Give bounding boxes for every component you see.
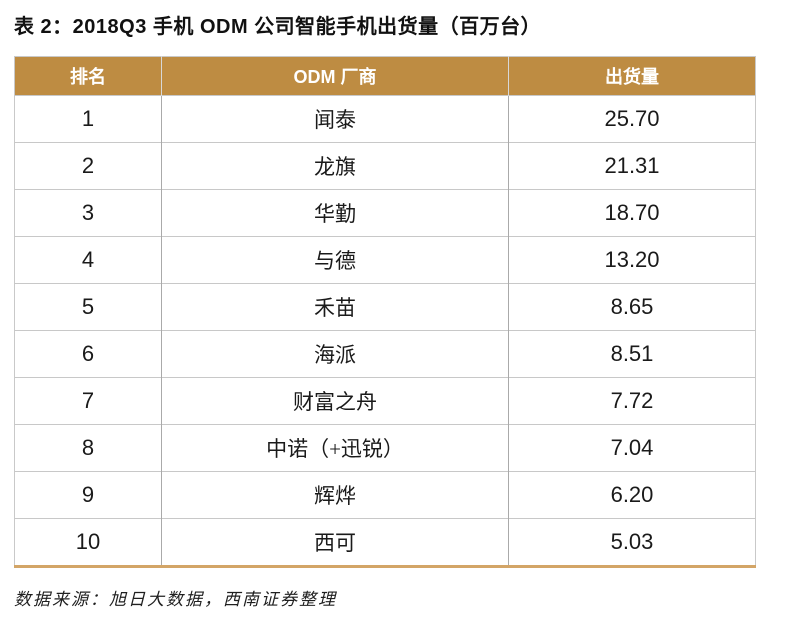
rank-cell: 7 — [14, 377, 162, 425]
rank-cell: 8 — [14, 424, 162, 472]
shipments-cell: 5.03 — [508, 518, 756, 567]
table-row: 10 西可 5.03 — [14, 518, 756, 567]
rank-cell: 3 — [14, 189, 162, 237]
table-row: 8 中诺（+迅锐） 7.04 — [14, 424, 756, 472]
vendor-cell: 海派 — [161, 330, 509, 378]
shipments-cell: 8.51 — [508, 330, 756, 378]
vendor-cell: 西可 — [161, 518, 509, 567]
vendor-cell: 禾苗 — [161, 283, 509, 331]
vendor-cell: 辉烨 — [161, 471, 509, 519]
vendor-cell: 闻泰 — [161, 95, 509, 143]
shipments-cell: 25.70 — [508, 95, 756, 143]
vendor-cell: 中诺（+迅锐） — [161, 424, 509, 472]
shipments-cell: 18.70 — [508, 189, 756, 237]
table-row: 9 辉烨 6.20 — [14, 471, 756, 519]
rank-cell: 6 — [14, 330, 162, 378]
table-row: 4 与德 13.20 — [14, 236, 756, 284]
data-source-note: 数据来源：旭日大数据，西南证券整理 — [14, 590, 337, 609]
rank-cell: 9 — [14, 471, 162, 519]
column-header-rank: 排名 — [14, 56, 162, 96]
vendor-cell: 华勤 — [161, 189, 509, 237]
rank-cell: 1 — [14, 95, 162, 143]
table-row: 7 财富之舟 7.72 — [14, 377, 756, 425]
table-row: 2 龙旗 21.31 — [14, 142, 756, 190]
table-title: 表 2：2018Q3 手机 ODM 公司智能手机出货量（百万台） — [14, 16, 542, 38]
shipments-cell: 7.04 — [508, 424, 756, 472]
odm-shipments-table: 排名 ODM 厂商 出货量 1 闻泰 25.70 2 龙旗 21.31 3 华勤… — [14, 56, 756, 568]
shipments-cell: 21.31 — [508, 142, 756, 190]
table-row: 1 闻泰 25.70 — [14, 95, 756, 143]
shipments-cell: 6.20 — [508, 471, 756, 519]
shipments-cell: 8.65 — [508, 283, 756, 331]
shipments-cell: 7.72 — [508, 377, 756, 425]
vendor-cell: 与德 — [161, 236, 509, 284]
header-row: 排名 ODM 厂商 出货量 — [14, 56, 756, 96]
rank-cell: 4 — [14, 236, 162, 284]
table-body: 1 闻泰 25.70 2 龙旗 21.31 3 华勤 18.70 4 与德 13… — [14, 95, 756, 567]
vendor-cell: 龙旗 — [161, 142, 509, 190]
rank-cell: 10 — [14, 518, 162, 567]
rank-cell: 2 — [14, 142, 162, 190]
table-header: 排名 ODM 厂商 出货量 — [14, 56, 756, 96]
table-row: 5 禾苗 8.65 — [14, 283, 756, 331]
shipments-cell: 13.20 — [508, 236, 756, 284]
column-header-shipments: 出货量 — [508, 56, 756, 96]
column-header-vendor: ODM 厂商 — [161, 56, 509, 96]
vendor-cell: 财富之舟 — [161, 377, 509, 425]
rank-cell: 5 — [14, 283, 162, 331]
table-row: 6 海派 8.51 — [14, 330, 756, 378]
table-row: 3 华勤 18.70 — [14, 189, 756, 237]
